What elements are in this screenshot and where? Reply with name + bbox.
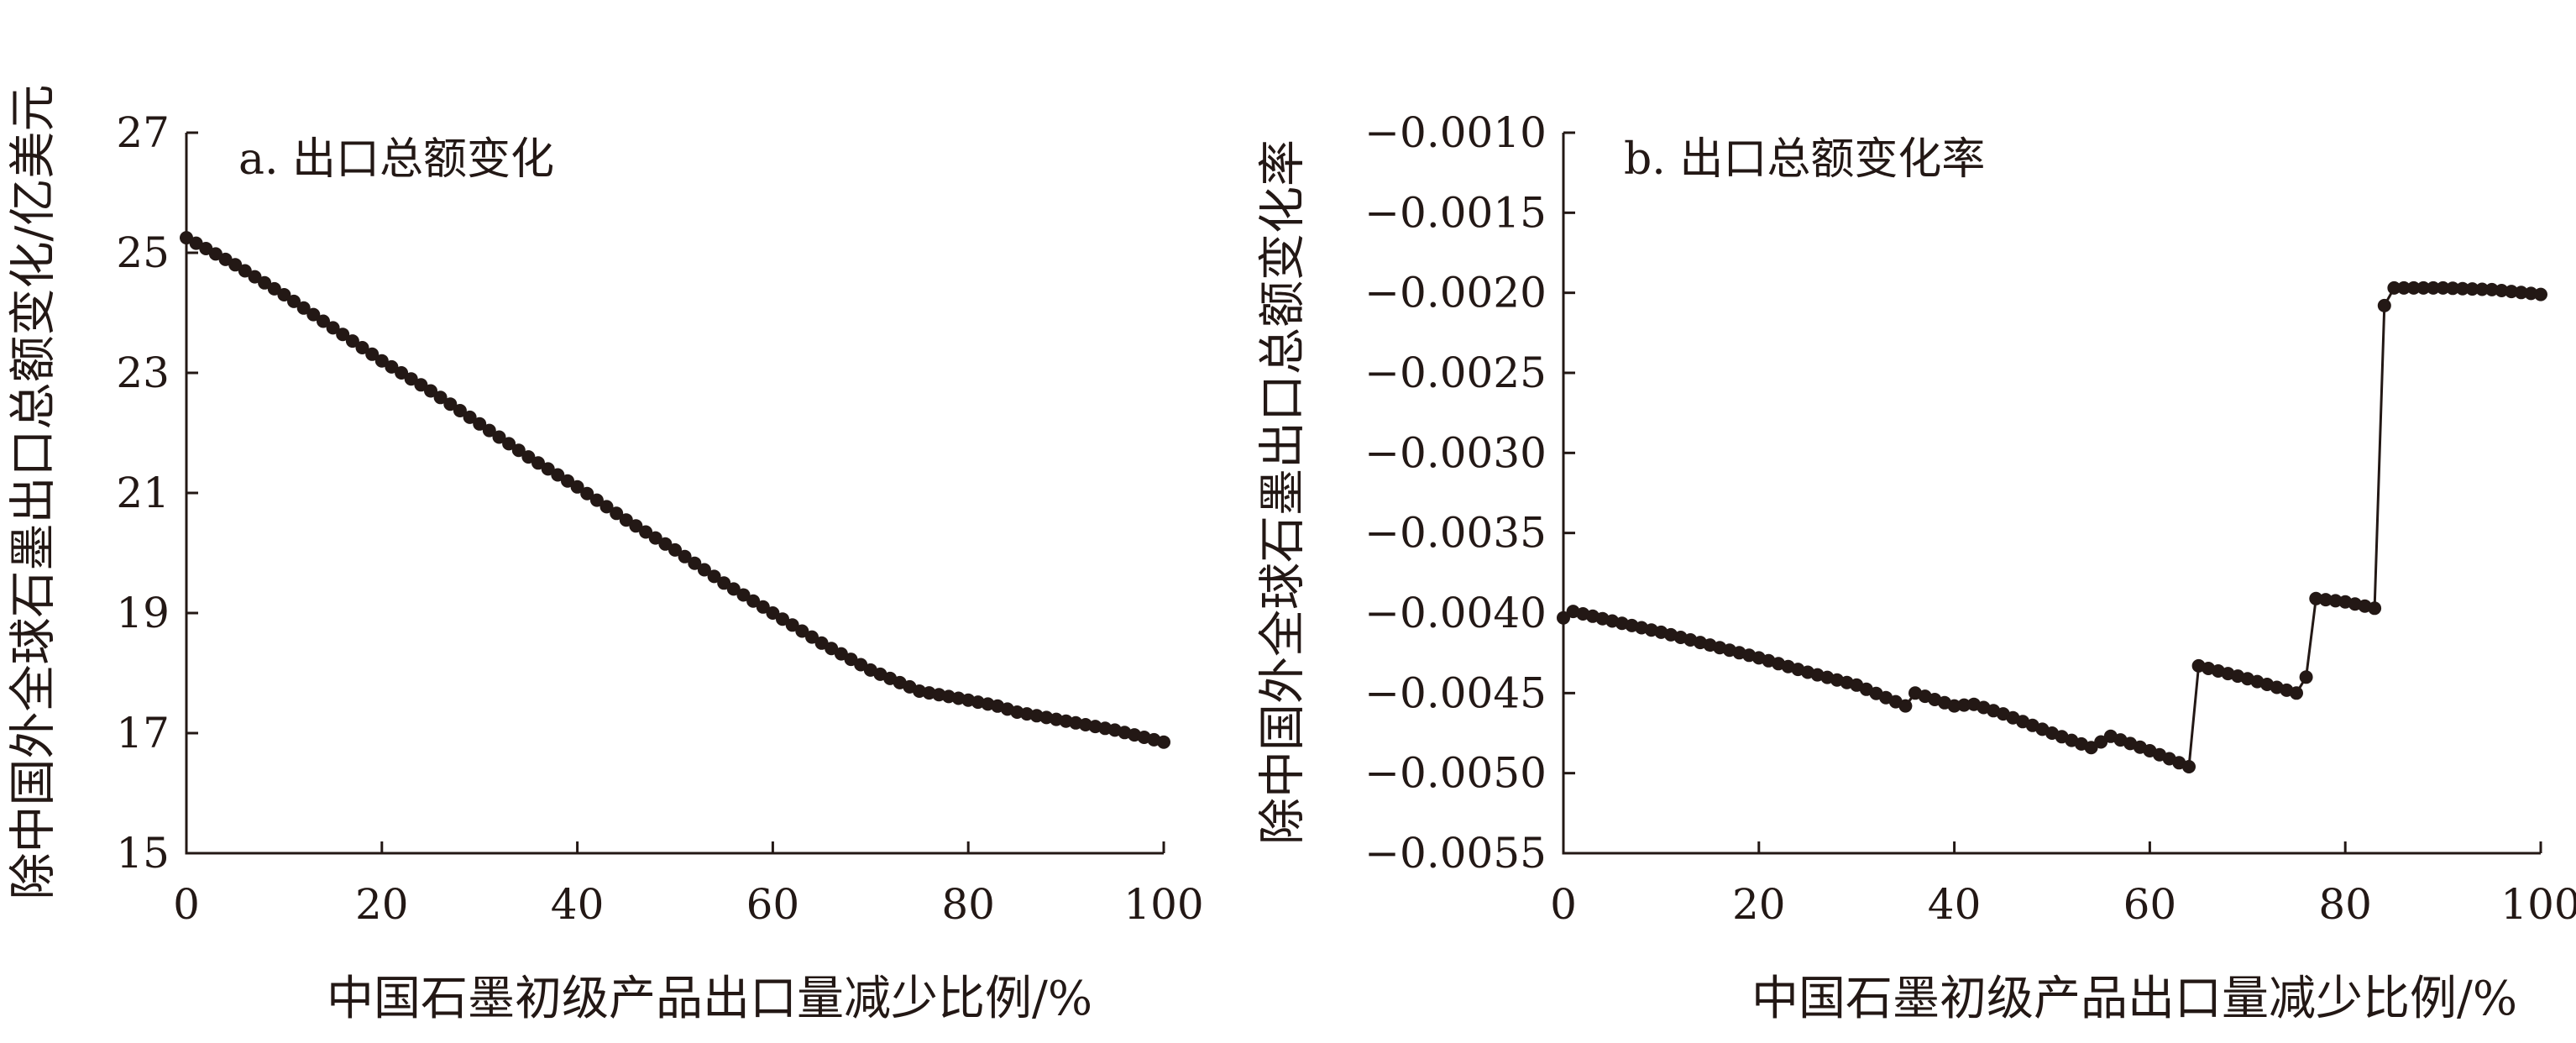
panel-a-x-tick-label: 60	[746, 880, 800, 929]
panel-a-x-tick-label: 80	[941, 880, 995, 929]
panel-a-export-total-change: 15 17 19 21 23 25 27 0 20 40 60 80 100 a. 出口总额变化 除中…	[7, 85, 1204, 1026]
panel-b-x-ticks: 0 20 40 60 80 100	[1550, 841, 2576, 929]
panel-b-x-tick-label: 20	[1732, 880, 1786, 929]
panel-a-y-tick-label: 15	[116, 829, 170, 878]
panel-a-x-tick-label: 20	[355, 880, 409, 929]
panel-a-x-axis-label: 中国石墨初级产品出口量减少比例/%	[327, 972, 1092, 1026]
panel-b-y-axis-label: 除中国外全球石墨出口总额变化率	[1256, 139, 1311, 845]
panel-b-data-point	[2290, 686, 2303, 700]
panel-a-y-axis-label: 除中国外全球石墨出口总额变化/亿美元	[7, 85, 61, 900]
panel-a-x-ticks: 0 20 40 60 80 100	[173, 841, 1204, 929]
panel-a-x-tick-label: 0	[173, 880, 200, 929]
panel-b-y-tick-label: −0.0055	[1364, 829, 1547, 878]
panel-b-y-tick-label: −0.0025	[1364, 349, 1547, 397]
panel-a-y-tick-label: 23	[116, 349, 170, 397]
panel-b-export-total-change-rate: −0.0010 −0.0015 −0.0020 −0.0025 −0.0030 −0.00…	[1256, 108, 2576, 1026]
panel-b-x-tick-label: 80	[2318, 880, 2372, 929]
panel-b-y-tick-label: −0.0050	[1364, 749, 1547, 798]
panel-b-y-tick-label: −0.0015	[1364, 188, 1547, 237]
panel-b-data-point	[2368, 601, 2381, 615]
panel-b-y-tick-label: −0.0035	[1364, 509, 1547, 558]
panel-a-y-tick-label: 21	[116, 469, 170, 517]
panel-b-data-point	[2378, 299, 2391, 312]
panel-b-y-tick-label: −0.0010	[1364, 108, 1547, 157]
panel-a-y-tick-label: 27	[116, 108, 170, 157]
panel-b-y-tick-label: −0.0045	[1364, 668, 1547, 717]
panel-b-data-point	[2534, 288, 2547, 301]
panel-a-y-tick-label: 19	[116, 589, 170, 637]
panel-b-y-tick-label: −0.0040	[1364, 589, 1547, 637]
panel-b-x-tick-label: 0	[1550, 880, 1577, 929]
panel-b-y-tick-label: −0.0020	[1364, 269, 1547, 317]
panel-b-x-tick-label: 60	[2123, 880, 2177, 929]
panel-b-series-line	[1563, 288, 2541, 767]
panel-a-y-tick-label: 17	[116, 709, 170, 757]
panel-a-data-point	[1157, 736, 1170, 749]
panel-b-data-points	[1557, 281, 2547, 773]
panel-b-title: b. 出口总额变化率	[1624, 134, 1985, 185]
panel-a-y-tick-label: 25	[116, 228, 170, 277]
panel-b-data-point	[2182, 760, 2196, 773]
panel-b-y-tick-label: −0.0030	[1364, 428, 1547, 477]
panel-b-x-tick-label: 100	[2500, 880, 2576, 929]
panel-a-title: a. 出口总额变化	[238, 134, 554, 185]
panel-b-x-axis-label: 中国石墨初级产品出口量减少比例/%	[1751, 972, 2517, 1026]
panel-a-data-points	[180, 231, 1170, 749]
panel-a-series-line	[186, 238, 1164, 742]
panel-b-x-tick-label: 40	[1928, 880, 1982, 929]
panel-b-data-point	[2300, 670, 2313, 684]
panel-b-y-ticks: −0.0010 −0.0015 −0.0020 −0.0025 −0.0030 −0.00…	[1364, 108, 1575, 878]
panel-a-axes	[186, 133, 1164, 853]
panel-a-x-tick-label: 40	[551, 880, 605, 929]
panel-b-axes	[1563, 133, 2541, 853]
panel-b-data-point	[1898, 700, 1912, 713]
panel-a-x-tick-label: 100	[1123, 880, 1203, 929]
